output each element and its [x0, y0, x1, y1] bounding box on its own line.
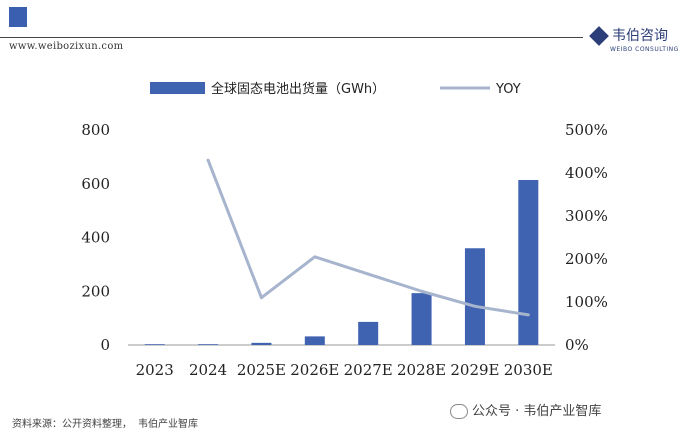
wechat-watermark: 公众号 · 韦伯产业智库 — [450, 400, 601, 419]
legend-bar-swatch — [150, 82, 205, 94]
y-left-tick-label: 200 — [81, 282, 110, 300]
chart-axes: 0 200 400 600 800 0% 100% 200% 300% 400% 500% — [81, 121, 608, 354]
y-right-tick-label: 0% — [565, 336, 589, 354]
y-right-tick-label: 200% — [565, 250, 608, 268]
bar-2023 — [144, 344, 165, 345]
legend-line-label: YOY — [495, 82, 521, 97]
bar-2028E — [411, 293, 432, 345]
site-url: www.weibozixun.com — [9, 41, 124, 52]
y-right-tick-label: 300% — [565, 207, 608, 225]
yoy-point-2028E — [420, 289, 424, 293]
brand-logo: 韦伯咨询 WEIBO CONSULTING — [588, 24, 698, 60]
x-tick-label: 2026E — [290, 361, 339, 379]
yoy-point-2030E — [526, 313, 530, 317]
brand-subtitle: WEIBO CONSULTING — [610, 46, 679, 53]
x-axis-labels: 2023 2024 2025E 2026E 2027E 2028E 2029E 2030E — [136, 361, 553, 379]
y-left-tick-label: 400 — [81, 229, 110, 247]
line-series — [206, 158, 530, 317]
x-tick-label: 2029E — [450, 361, 499, 379]
y-right-tick-label: 100% — [565, 293, 608, 311]
bar-2026E — [304, 336, 325, 345]
x-tick-label: 2024 — [189, 361, 227, 379]
yoy-point-2024 — [206, 158, 210, 162]
y-right-tick-label: 400% — [565, 164, 608, 182]
corner-logo-mark — [9, 7, 27, 27]
yoy-point-2026E — [313, 255, 317, 259]
x-tick-label: 2030E — [504, 361, 553, 379]
header-divider — [0, 37, 583, 38]
bar-series — [144, 179, 539, 345]
yoy-point-2027E — [366, 272, 370, 276]
chart-legend: 全球固态电池出货量（GWh） YOY — [150, 81, 521, 97]
source-org: 韦伯产业智库 — [138, 419, 198, 430]
source-label: 资料来源：公开资料整理， — [12, 419, 132, 430]
bar-2029E — [464, 248, 485, 345]
bar-2025E — [251, 342, 272, 345]
legend-bar-label: 全球固态电池出货量（GWh） — [211, 81, 385, 97]
x-tick-label: 2027E — [344, 361, 393, 379]
brand-name: 韦伯咨询 — [612, 28, 668, 44]
wechat-icon — [450, 404, 468, 419]
bar-2030E — [518, 179, 539, 345]
x-tick-label: 2023 — [136, 361, 174, 379]
yoy-point-2025E — [259, 296, 263, 300]
y-right-tick-label: 500% — [565, 121, 608, 139]
y-left-tick-label: 600 — [81, 175, 110, 193]
y-left-tick-label: 0 — [100, 336, 110, 354]
x-tick-label: 2025E — [237, 361, 286, 379]
source-note: 资料来源：公开资料整理， 韦伯产业智库 — [12, 415, 204, 430]
x-tick-label: 2028E — [397, 361, 446, 379]
wechat-label: 公众号 · 韦伯产业智库 — [472, 404, 602, 419]
yoy-point-2029E — [473, 304, 477, 308]
bar-2024 — [198, 344, 219, 345]
bar-2027E — [358, 321, 379, 345]
y-left-tick-label: 800 — [81, 121, 110, 139]
